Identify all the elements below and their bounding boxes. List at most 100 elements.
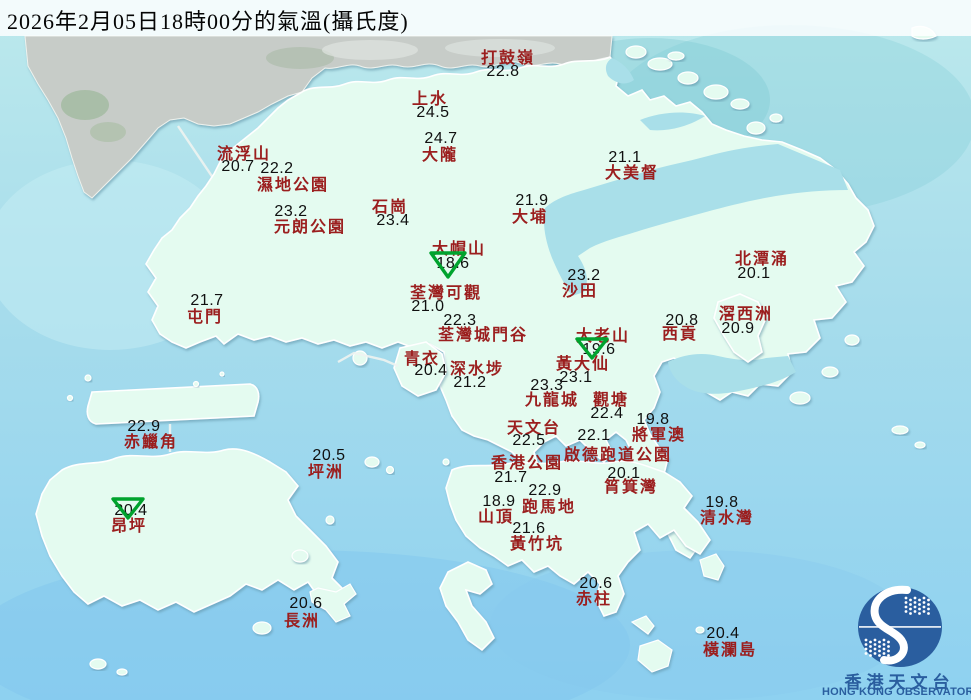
shenzhen-landmass — [24, 35, 613, 199]
station-temperature-label: 19.8 — [705, 494, 739, 511]
logo-halftone-dot — [878, 654, 881, 657]
hko-logo-icon — [858, 585, 942, 667]
tolo-harbour-water — [543, 144, 848, 296]
logo-halftone-dot — [918, 603, 921, 606]
cheung-chau-island — [309, 583, 357, 623]
logo-halftone-dot — [887, 649, 890, 653]
station-temperature-label: 20.7 — [221, 158, 255, 175]
ne-archipelago — [625, 45, 647, 59]
station-name-label: 大埔 — [511, 209, 549, 226]
logo-halftone-dot — [909, 603, 912, 606]
station-name-label: 天文台 — [506, 420, 562, 437]
peng-chau-island — [364, 456, 380, 468]
plover-cove-water — [640, 112, 705, 131]
station-temperature-label: 22.8 — [486, 63, 520, 80]
station-name-label: 山頂 — [477, 509, 515, 526]
shenzhen-hills — [61, 90, 109, 120]
station-temperature-label: 22.9 — [127, 418, 161, 435]
station-name-label: 元朗公園 — [273, 219, 347, 236]
station-temperature-label: 22.5 — [512, 432, 546, 449]
station-temperature-label: 20.4 — [706, 625, 740, 642]
station-temperature-label: 24.5 — [416, 104, 450, 121]
logo-halftone-dot — [873, 652, 877, 655]
station-name-label: 濕地公園 — [256, 177, 330, 194]
soko-islands — [116, 668, 128, 676]
logo-halftone-dot — [869, 654, 872, 657]
station-name-label: 坪洲 — [307, 464, 345, 481]
logo-halftone-dot — [869, 640, 872, 644]
logo-halftone-dot — [913, 610, 917, 613]
station-name-label: 九龍城 — [524, 392, 580, 409]
south-water-tint — [490, 550, 910, 700]
station-name-label: 長洲 — [283, 613, 321, 630]
tsing-ma-bridge — [337, 351, 399, 368]
logo-halftone-dot — [869, 649, 872, 653]
logo-halftone-dot — [878, 645, 881, 648]
station-name-label: 深水埗 — [449, 361, 505, 378]
station-name-label: 橫瀾島 — [702, 642, 758, 659]
logo-halftone-dot — [873, 638, 877, 642]
logo-halftone-dot — [927, 612, 930, 615]
station-temperature-label: 19.8 — [636, 411, 670, 428]
logo-halftone-dot — [882, 647, 886, 651]
station-temperature-label: 20.9 — [721, 320, 755, 337]
tung-lung-chau-island — [699, 553, 725, 581]
airport-island — [86, 383, 260, 425]
station-name-label: 赤柱 — [575, 591, 613, 608]
station-temperature-label: 20.1 — [737, 265, 771, 282]
logo-halftone-dot — [909, 607, 912, 611]
tap-mun-island — [746, 121, 766, 135]
ninepin-islands — [914, 441, 926, 449]
station-name-label: 將軍澳 — [631, 427, 687, 444]
logo-halftone-dot — [927, 598, 930, 602]
ne-archipelago — [667, 51, 685, 61]
logo-halftone-dot — [887, 654, 890, 657]
logo-halftone-dot — [918, 598, 921, 602]
logo-halftone-dot — [904, 605, 908, 609]
station-name-label: 打鼓嶺 — [480, 50, 536, 67]
station-temperature-label: 22.3 — [443, 312, 477, 329]
station-temperature-label: 23.2 — [567, 267, 601, 284]
logo-halftone-dot — [887, 640, 890, 644]
logo-halftone-dot — [922, 610, 926, 613]
station-name-label: 沙田 — [561, 283, 599, 300]
sunshine-island — [325, 515, 335, 525]
station-temperature-label: 20.4 — [114, 502, 148, 519]
starling-inlet-water — [605, 58, 634, 84]
logo-halftone-dot — [887, 645, 890, 648]
ne-archipelago — [677, 71, 699, 85]
shenzhen-hills — [266, 47, 334, 69]
logo-halftone-dot — [913, 601, 917, 604]
ne-archipelago — [730, 98, 750, 110]
map-title: 2026年2月05日18時00分的氣溫(攝氏度) — [7, 9, 409, 34]
station-temperature-label: 21.0 — [411, 298, 445, 315]
station-temperature-label: 20.5 — [312, 447, 346, 464]
lamma-island — [439, 561, 495, 652]
station-temperature-label: 21.7 — [190, 292, 224, 309]
station-name-label: 荃灣可觀 — [409, 285, 483, 302]
station-temperature-label: 18.6 — [436, 255, 470, 272]
station-name-label: 荃灣城門谷 — [437, 327, 529, 344]
station-temperature-label: 21.9 — [515, 192, 549, 209]
station-name-label: 石崗 — [371, 199, 409, 216]
logo-halftone-dot — [913, 596, 917, 600]
station-temperature-label: 21.6 — [512, 520, 546, 537]
station-name-label: 西貢 — [661, 326, 699, 343]
logo-halftone-dot — [922, 601, 926, 604]
station-temperature-label: 22.1 — [577, 427, 611, 444]
hko-logo-name-english: HONG KONG OBSERVATORY — [822, 686, 971, 698]
logo-halftone-dot — [913, 605, 917, 609]
logo-halftone-dot — [922, 605, 926, 609]
station-temperature-label: 20.6 — [579, 575, 613, 592]
station-name-label: 流浮山 — [216, 146, 272, 163]
logo-halftone-dot — [869, 645, 872, 648]
station-name-label: 北潭涌 — [734, 251, 790, 268]
lantau-island — [35, 448, 346, 613]
logo-halftone-dot — [909, 598, 912, 602]
shenzhen-urban-patch — [322, 40, 418, 60]
logo-halftone-dot — [864, 652, 868, 655]
kau-yi-chau-island — [385, 465, 395, 475]
green-island — [442, 458, 450, 466]
